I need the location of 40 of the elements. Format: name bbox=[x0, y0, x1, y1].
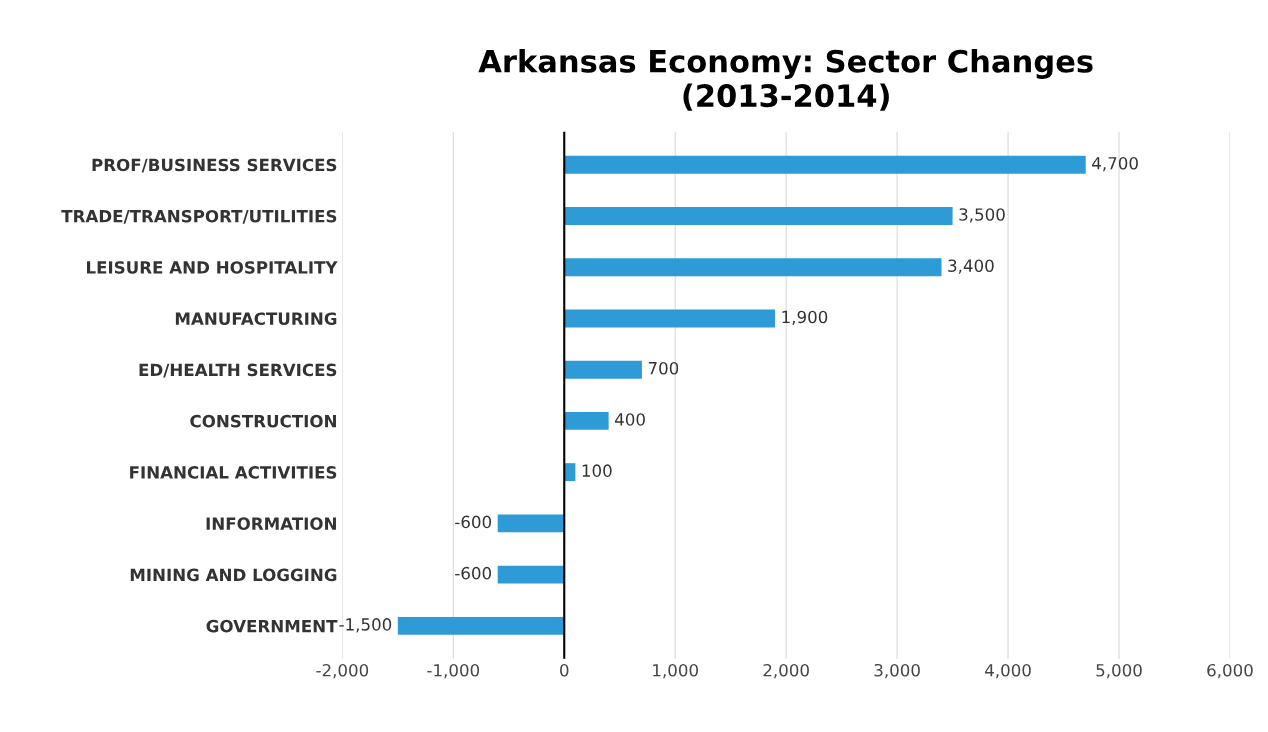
bar bbox=[397, 616, 565, 635]
bar bbox=[564, 360, 642, 379]
data-label: 3,400 bbox=[948, 259, 994, 274]
x-tick-label: 6,000 bbox=[1207, 663, 1253, 679]
bar bbox=[564, 258, 942, 277]
y-tick-label: PROF/BUSINESS SERVICES bbox=[92, 158, 337, 173]
x-tick-label: 0 bbox=[560, 663, 569, 677]
bar bbox=[564, 309, 776, 328]
x-tick-label: -1,000 bbox=[427, 663, 480, 679]
y-tick-label: CONSTRUCTION bbox=[190, 414, 336, 428]
bar bbox=[564, 463, 576, 482]
bar bbox=[497, 514, 565, 533]
data-label: -600 bbox=[455, 566, 492, 580]
data-label: 700 bbox=[648, 361, 679, 375]
data-label: 400 bbox=[615, 413, 645, 426]
data-label: 1,900 bbox=[782, 310, 828, 325]
data-label: -1,500 bbox=[339, 618, 392, 633]
y-tick-label: INFORMATION bbox=[206, 517, 336, 530]
data-label: 4,700 bbox=[1092, 156, 1138, 172]
y-tick-label: MINING AND LOGGING bbox=[130, 568, 337, 582]
y-tick-label: TRADE/TRANSPORT/UTILITIES bbox=[61, 209, 337, 224]
data-label: -600 bbox=[455, 515, 492, 529]
data-label: 100 bbox=[582, 464, 612, 477]
data-label: 3,500 bbox=[959, 208, 1005, 223]
x-tick-label: 1,000 bbox=[653, 663, 698, 679]
x-tick-label: 2,000 bbox=[763, 663, 809, 679]
bar bbox=[564, 206, 953, 225]
chart-title: Arkansas Economy: Sector Changes (2013-2014) bbox=[478, 49, 1093, 111]
x-tick-label: 5,000 bbox=[1096, 663, 1142, 679]
y-tick-label: MANUFACTURING bbox=[175, 312, 337, 325]
x-tick-label: -2,000 bbox=[316, 663, 369, 679]
x-tick-label: 4,000 bbox=[985, 663, 1031, 679]
y-tick-label: GOVERNMENT bbox=[206, 619, 338, 633]
bar bbox=[564, 411, 609, 430]
y-tick-label: LEISURE AND HOSPITALITY bbox=[87, 261, 338, 274]
y-tick-label: ED/HEALTH SERVICES bbox=[139, 363, 337, 378]
bar bbox=[564, 155, 1086, 174]
x-tick-label: 3,000 bbox=[874, 663, 920, 679]
y-tick-label: FINANCIAL ACTIVITIES bbox=[130, 466, 337, 479]
bar bbox=[497, 565, 565, 584]
